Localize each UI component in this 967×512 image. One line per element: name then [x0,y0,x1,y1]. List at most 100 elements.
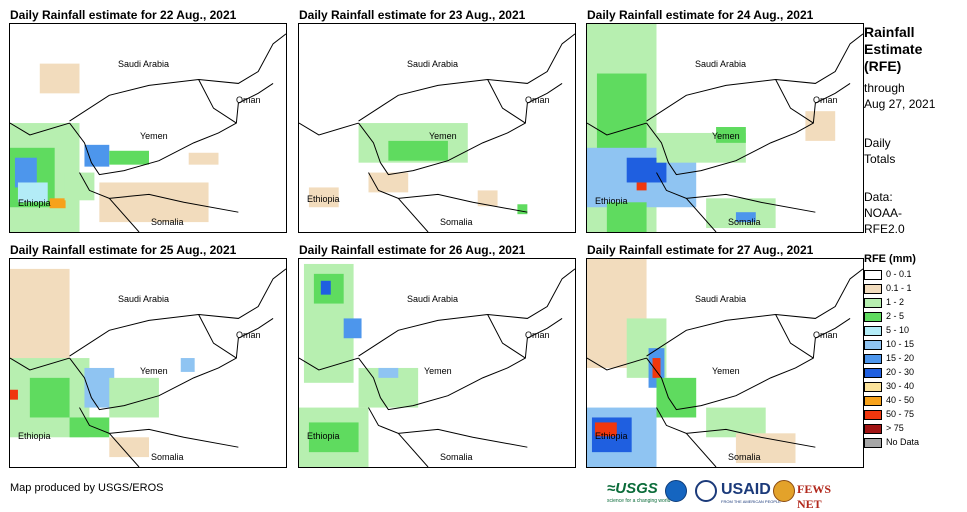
label-yemen: Yemen [429,131,457,141]
rainfall-map-25: Saudi Arabia Oman Yemen Ethiopia Somalia [9,258,287,468]
panel-title-3: Daily Rainfall estimate for 24 Aug., 202… [587,8,814,22]
usgs-logo: ≈USGS [607,480,658,497]
rainfall-map-24: Saudi Arabia Oman Yemen Ethiopia Somalia [586,23,864,233]
label-oman: Oman [236,330,261,340]
legend-swatch [864,312,882,322]
label-saudi-arabia: Saudi Arabia [118,59,170,69]
legend-label: 1 - 2 [886,297,905,307]
label-saudi-arabia: Saudi Arabia [695,59,747,69]
legend-label: 40 - 50 [886,395,915,405]
legend-swatch [864,396,882,406]
legend-swatch [864,270,882,280]
legend-swatch [864,410,882,420]
label-ethiopia: Ethiopia [307,194,340,204]
legend-label: > 75 [886,423,904,433]
legend-swatch [864,382,882,392]
label-somalia: Somalia [728,217,761,227]
legend-title: RFE (mm) [864,253,916,265]
label-saudi-arabia: Saudi Arabia [407,59,459,69]
sidebar-daily: Daily [864,136,891,150]
label-oman: Oman [525,95,550,105]
sidebar-data-label: Data: [864,190,893,204]
sidebar-data-source-2: RFE2.0 [864,222,905,236]
label-yemen: Yemen [712,131,740,141]
usaid-tagline: FROM THE AMERICAN PEOPLE [721,499,781,504]
panel-title-1: Daily Rainfall estimate for 22 Aug., 202… [10,8,237,22]
legend-swatch [864,326,882,336]
label-saudi-arabia: Saudi Arabia [118,294,170,304]
label-yemen: Yemen [424,366,452,376]
sidebar-data-source-1: NOAA- [864,206,903,220]
usaid-seal-icon [695,480,717,502]
label-yemen: Yemen [712,366,740,376]
partner-logos: ≈USGS science for a changing world USAID… [607,478,853,511]
label-yemen: Yemen [140,131,168,141]
legend-swatch [864,298,882,308]
legend-swatch [864,438,882,448]
legend-swatch [864,340,882,350]
rain-field [299,263,419,467]
legend-label: 10 - 15 [886,339,915,349]
sidebar-title-line-3: (RFE) [864,58,902,74]
legend-swatch [864,284,882,294]
fews-net-logo: FEWS NET [797,482,832,511]
label-oman: Oman [236,95,261,105]
borders [587,33,863,232]
legend-label: 2 - 5 [886,311,905,321]
sidebar-title: Rainfall Estimate (RFE) [864,24,922,75]
rain-field [308,123,528,215]
label-somalia: Somalia [440,452,473,462]
label-ethiopia: Ethiopia [18,431,51,441]
usgs-tagline: science for a changing world [607,498,671,504]
borders [10,33,286,232]
legend-swatch [864,424,882,434]
legend-label: 0.1 - 1 [886,283,912,293]
borders [299,268,575,467]
rain-field [587,259,796,467]
label-saudi-arabia: Saudi Arabia [407,294,459,304]
sidebar-through: through [864,81,905,95]
borders [587,268,863,467]
borders [10,268,286,467]
label-ethiopia: Ethiopia [595,196,628,206]
label-somalia: Somalia [728,452,761,462]
sidebar-title-line-1: Rainfall [864,24,915,40]
label-saudi-arabia: Saudi Arabia [695,294,747,304]
fews-net-seal-icon [773,480,795,502]
legend-label: 20 - 30 [886,367,915,377]
map-credit: Map produced by USGS/EROS [10,482,164,494]
panel-title-5: Daily Rainfall estimate for 26 Aug., 202… [299,243,526,257]
sidebar-totals: Totals [864,152,896,166]
legend-label: 50 - 75 [886,409,915,419]
label-oman: Oman [813,330,838,340]
rainfall-map-23: Saudi Arabia Oman Yemen Ethiopia Somalia [298,23,576,233]
rainfall-map-26: Saudi Arabia Oman Yemen Ethiopia Somalia [298,258,576,468]
panel-title-4: Daily Rainfall estimate for 25 Aug., 202… [10,243,237,257]
legend-label: 0 - 0.1 [886,269,912,279]
label-somalia: Somalia [151,452,184,462]
rainfall-map-27: Saudi Arabia Oman Yemen Ethiopia Somalia [586,258,864,468]
label-oman: Oman [813,95,838,105]
label-ethiopia: Ethiopia [18,198,51,208]
noaa-seal-icon [665,480,687,502]
label-yemen: Yemen [140,366,168,376]
sidebar-title-line-2: Estimate [864,41,923,57]
rain-field [587,24,836,232]
borders [299,33,575,232]
rain-field [10,268,195,458]
rainfall-map-22: Saudi Arabia Oman Yemen Ethiopia Somalia [9,23,287,233]
legend-label: 30 - 40 [886,381,915,391]
usaid-logo: USAID [721,481,771,498]
legend-swatch [864,368,882,378]
legend-swatch [864,354,882,364]
sidebar-date: Aug 27, 2021 [864,97,936,111]
legend-label: 5 - 10 [886,325,910,335]
legend-label: No Data [886,437,920,447]
label-somalia: Somalia [440,217,473,227]
panel-title-2: Daily Rainfall estimate for 23 Aug., 202… [299,8,526,22]
label-somalia: Somalia [151,217,184,227]
legend-label: 15 - 20 [886,353,915,363]
label-ethiopia: Ethiopia [595,431,628,441]
label-ethiopia: Ethiopia [307,431,340,441]
panel-title-6: Daily Rainfall estimate for 27 Aug., 202… [587,243,814,257]
